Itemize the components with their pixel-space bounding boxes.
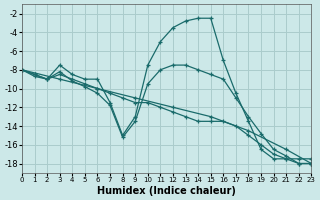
X-axis label: Humidex (Indice chaleur): Humidex (Indice chaleur) [97, 186, 236, 196]
